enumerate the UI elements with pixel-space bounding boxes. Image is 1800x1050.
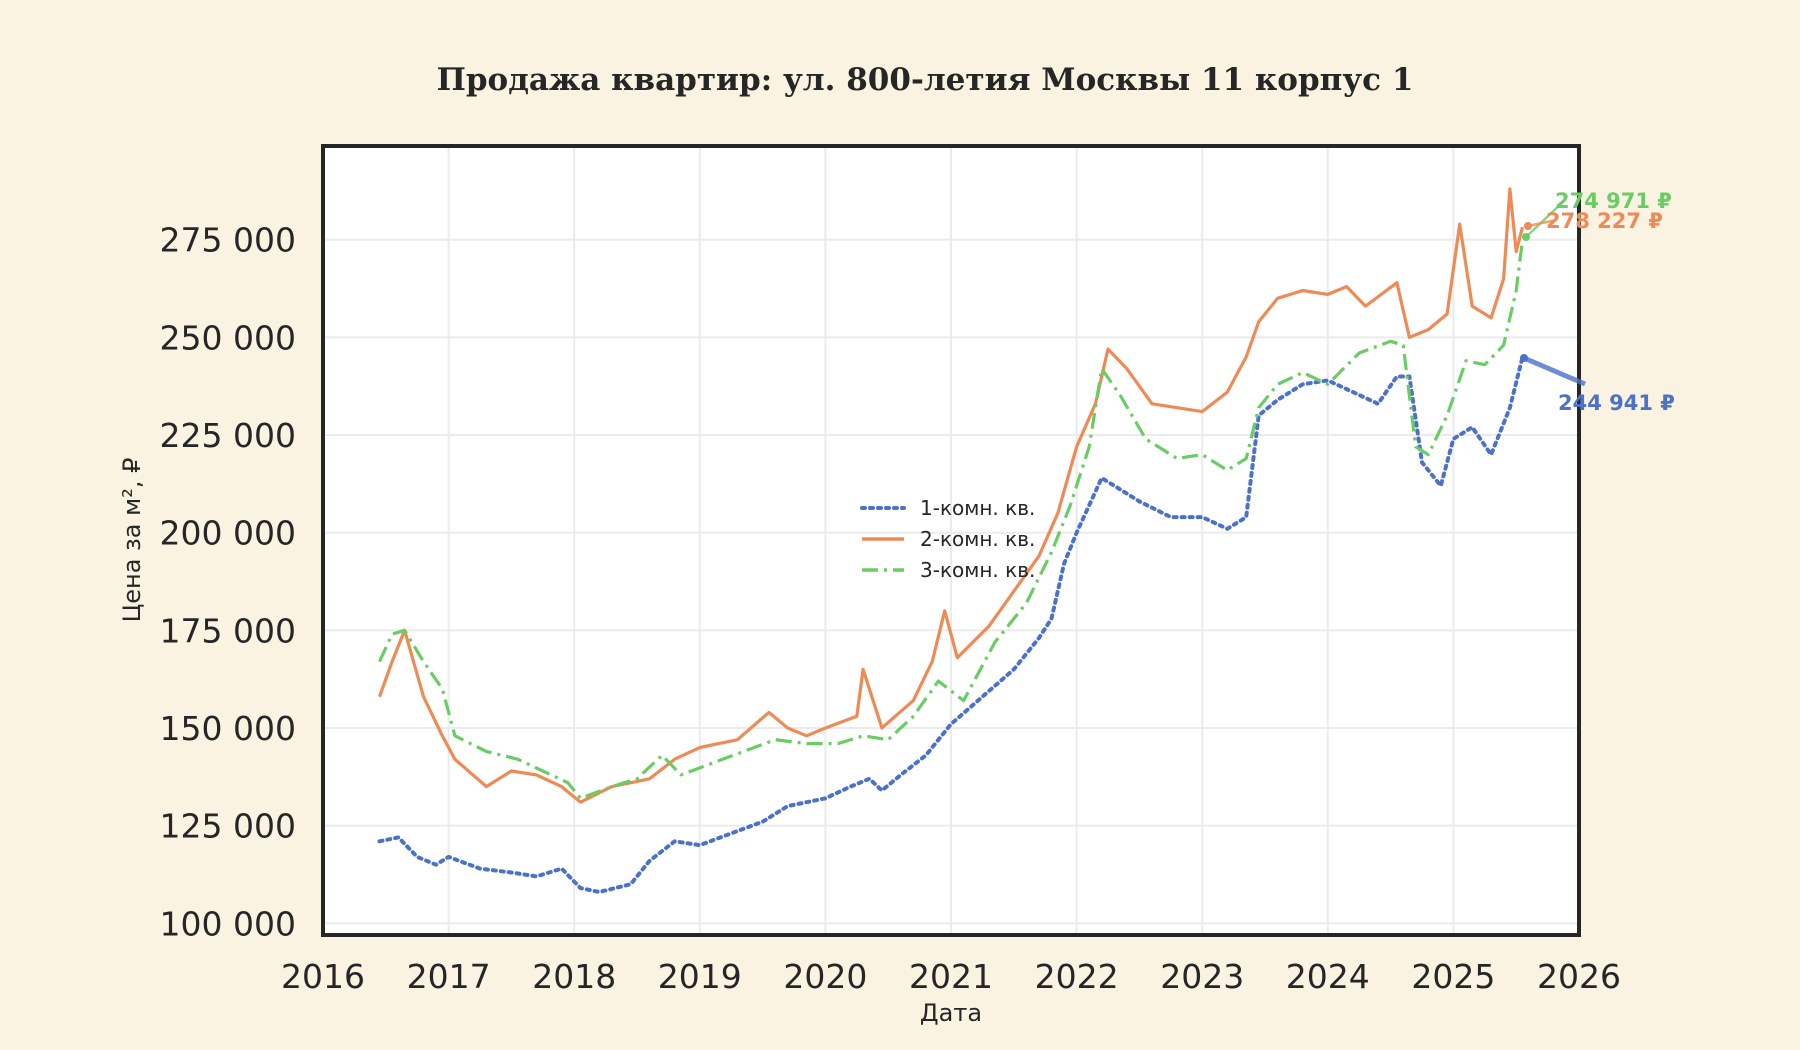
y-tick-label: 150 000 bbox=[160, 709, 296, 748]
y-tick-label: 175 000 bbox=[160, 611, 296, 650]
x-tick-label: 2019 bbox=[658, 957, 742, 996]
y-tick-label: 100 000 bbox=[160, 904, 296, 943]
x-tick-label: 2026 bbox=[1537, 957, 1621, 996]
series-line-3-room bbox=[378, 239, 1525, 800]
series-line-1-room bbox=[377, 355, 1525, 894]
x-tick-label: 2025 bbox=[1411, 957, 1495, 996]
legend: 1-комн. кв. 2-комн. кв. 3-комн. кв. bbox=[860, 496, 1035, 582]
x-tick-label: 2016 bbox=[281, 957, 365, 996]
y-axis-ticks: 100 000 125 000 150 000 175 000 200 000 225 0… bbox=[160, 221, 296, 944]
x-tick-label: 2017 bbox=[407, 957, 491, 996]
annotation-arrow bbox=[1527, 218, 1557, 228]
y-tick-label: 125 000 bbox=[160, 807, 296, 846]
annotation-arrowhead bbox=[1520, 354, 1528, 362]
legend-label: 2-комн. кв. bbox=[920, 527, 1035, 551]
x-tick-label: 2024 bbox=[1286, 957, 1370, 996]
x-axis-ticks: 2016 2017 2018 2019 2020 2021 2022 2023 2024 2025… bbox=[281, 957, 1621, 996]
grid-lines bbox=[322, 146, 1580, 935]
annotation-arrowhead bbox=[1524, 222, 1532, 230]
x-tick-label: 2021 bbox=[909, 957, 993, 996]
x-axis-label: Дата bbox=[920, 999, 982, 1027]
x-tick-label: 2022 bbox=[1035, 957, 1119, 996]
chart-title: Продажа квартир: ул. 800-летия Москвы 11… bbox=[436, 62, 1414, 98]
plot-frame bbox=[321, 144, 1581, 937]
x-tick-label: 2020 bbox=[783, 957, 867, 996]
data-series bbox=[377, 187, 1525, 894]
annotation-last-value: 274 971 ₽ bbox=[1555, 189, 1672, 213]
annotation-last-value: 278 227 ₽ bbox=[1546, 209, 1663, 233]
annotation-arrow bbox=[1523, 355, 1586, 387]
annotation-arrowhead bbox=[1522, 233, 1530, 241]
annotation-last-value: 244 941 ₽ bbox=[1558, 391, 1675, 415]
x-tick-label: 2018 bbox=[532, 957, 616, 996]
legend-label: 3-комн. кв. bbox=[920, 558, 1035, 582]
y-tick-label: 275 000 bbox=[160, 221, 296, 260]
y-axis-label: Цена за м², ₽ bbox=[118, 458, 146, 623]
series-line-2-room bbox=[377, 187, 1525, 804]
y-tick-label: 225 000 bbox=[160, 416, 296, 455]
y-tick-label: 200 000 bbox=[160, 514, 296, 553]
y-tick-label: 250 000 bbox=[160, 318, 296, 357]
last-value-annotations: 274 971 ₽278 227 ₽ 244 941 ₽ bbox=[1520, 189, 1675, 415]
annotation-arrow bbox=[1525, 199, 1566, 238]
legend-label: 1-комн. кв. bbox=[920, 496, 1035, 520]
x-tick-label: 2023 bbox=[1160, 957, 1244, 996]
